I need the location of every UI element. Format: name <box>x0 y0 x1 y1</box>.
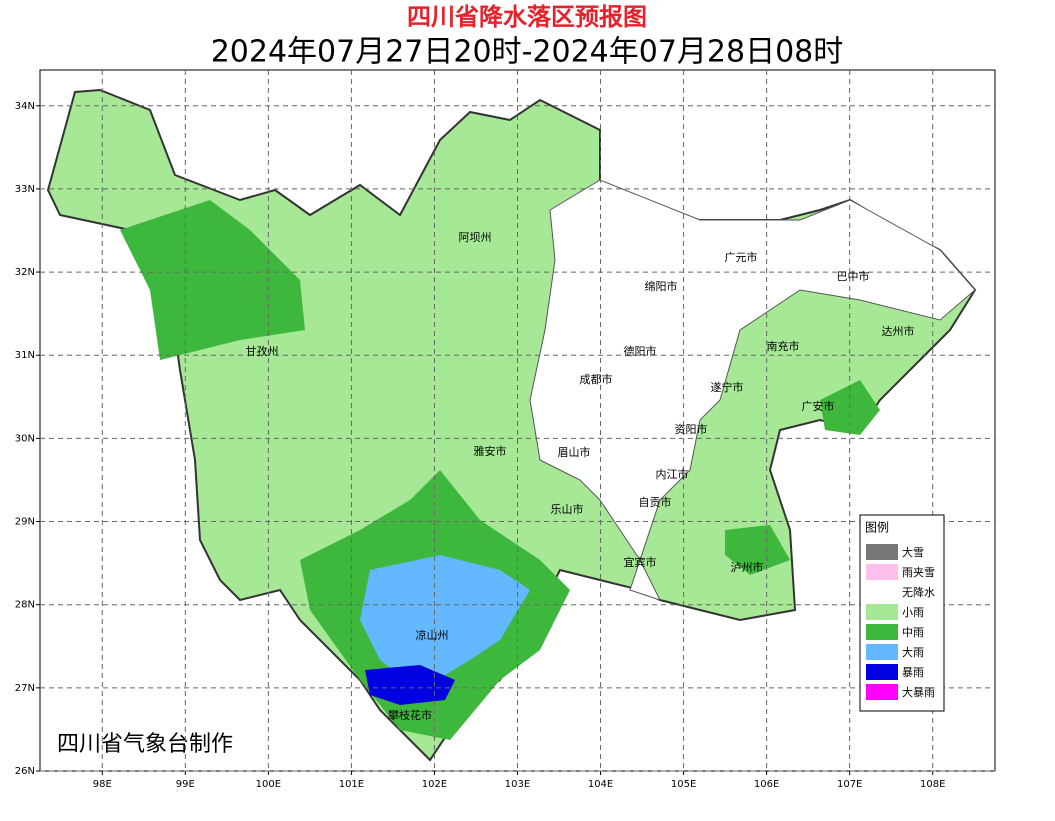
heavy-rain-area <box>360 555 530 690</box>
x-tick-label: 99E <box>176 779 195 790</box>
moderate-rain-area <box>120 200 305 360</box>
legend-label: 无降水 <box>902 585 935 599</box>
legend-title: 图例 <box>865 521 889 535</box>
legend-label: 中雨 <box>902 626 924 639</box>
y-tick-label: 31N <box>15 350 35 361</box>
city-label: 德阳市 <box>624 344 657 358</box>
x-tick-label: 104E <box>588 779 613 790</box>
y-tick-label: 34N <box>15 101 35 112</box>
legend-label: 暴雨 <box>902 666 924 679</box>
legend-label: 大雨 <box>902 645 924 659</box>
x-tick-label: 107E <box>837 779 862 790</box>
legend-swatch <box>866 684 898 700</box>
legend-swatch <box>866 544 898 560</box>
x-tick-label: 102E <box>422 779 447 790</box>
city-label: 甘孜州 <box>246 344 279 358</box>
y-tick-label: 28N <box>15 600 35 611</box>
legend-swatch <box>866 584 898 600</box>
legend-swatch <box>866 664 898 680</box>
credit: 四川省气象台制作 <box>57 732 233 757</box>
legend-label: 雨夹雪 <box>902 566 935 579</box>
y-tick-label: 33N <box>15 184 35 195</box>
city-label: 内江市 <box>656 467 689 481</box>
y-tick-label: 30N <box>15 433 35 444</box>
legend-swatch <box>866 604 898 620</box>
x-tick-label: 98E <box>93 779 112 790</box>
city-label: 广元市 <box>725 250 758 264</box>
city-label: 遂宁市 <box>711 380 744 394</box>
city-label: 南充市 <box>767 339 800 353</box>
legend-swatch <box>866 624 898 640</box>
city-label: 自贡市 <box>639 495 672 509</box>
legend-label: 大雪 <box>902 545 924 559</box>
x-tick-label: 100E <box>256 779 281 790</box>
city-label: 宜宾市 <box>624 555 657 569</box>
y-tick-label: 27N <box>15 683 35 694</box>
city-label: 阿坝州 <box>459 230 492 244</box>
city-label: 泸州市 <box>731 560 764 574</box>
title: 四川省降水落区预报图 <box>407 3 647 31</box>
legend-label: 小雨 <box>902 606 924 619</box>
x-tick-label: 108E <box>920 779 945 790</box>
city-label: 资阳市 <box>675 422 708 436</box>
legend-swatch <box>866 644 898 660</box>
city-label: 攀枝花市 <box>388 708 432 722</box>
x-tick-label: 101E <box>339 779 364 790</box>
city-label: 巴中市 <box>837 269 870 283</box>
y-tick-label: 32N <box>15 267 35 278</box>
x-tick-label: 103E <box>505 779 530 790</box>
city-label: 雅安市 <box>474 444 507 458</box>
city-label: 绵阳市 <box>645 279 678 293</box>
city-label: 成都市 <box>580 372 613 386</box>
city-label: 凉山州 <box>416 628 449 642</box>
rainstorm-area <box>365 665 455 705</box>
city-label: 眉山市 <box>558 445 591 459</box>
x-tick-label: 105E <box>671 779 696 790</box>
x-tick-label: 106E <box>754 779 779 790</box>
city-label: 乐山市 <box>551 502 584 516</box>
y-tick-label: 29N <box>15 517 35 528</box>
y-tick-label: 26N <box>15 766 35 777</box>
city-label: 达州市 <box>882 324 915 338</box>
city-label: 广安市 <box>802 399 835 413</box>
moderate-rain-area <box>725 525 790 575</box>
legend-label: 大暴雨 <box>902 685 935 699</box>
legend-swatch <box>866 564 898 580</box>
subtitle: 2024年07月27日20时-2024年07月28日08时 <box>211 35 844 70</box>
